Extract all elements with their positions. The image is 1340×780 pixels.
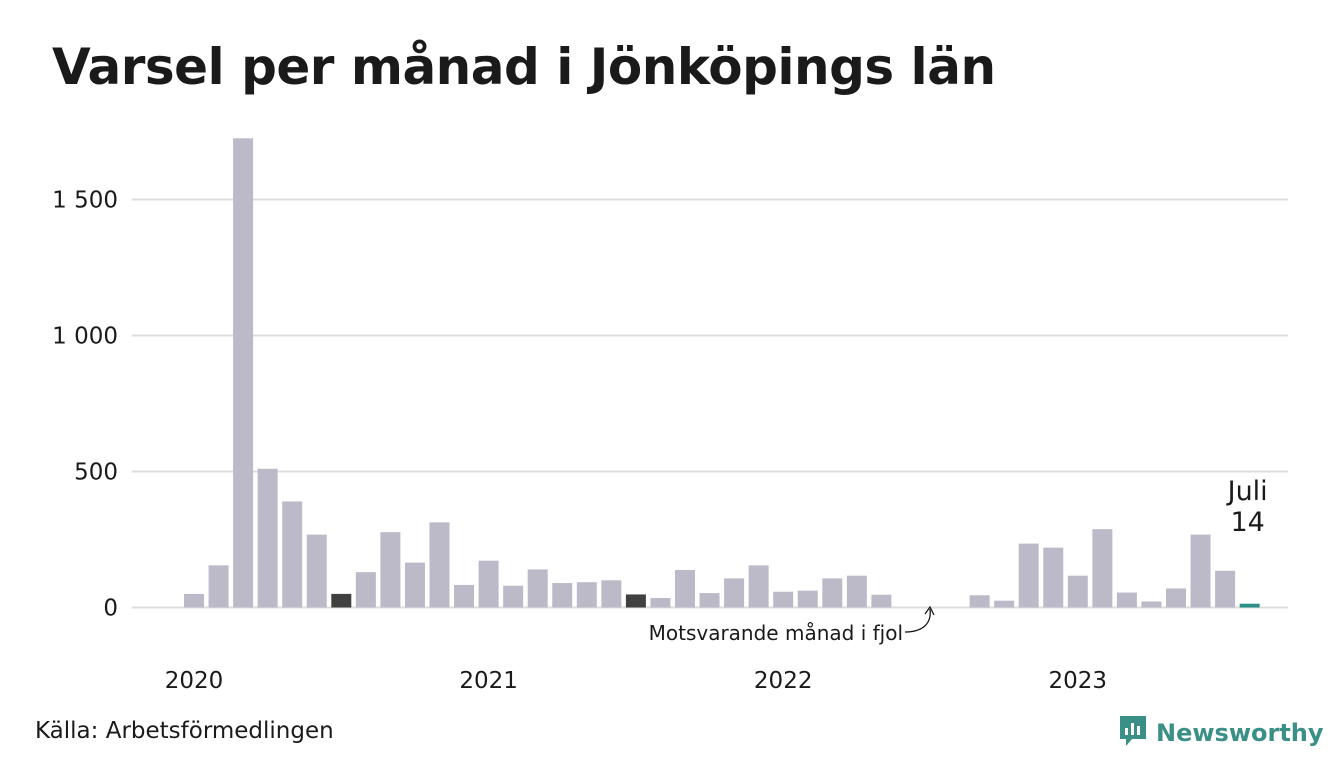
bar xyxy=(822,578,843,608)
bar xyxy=(1018,543,1039,608)
brand-logo[interactable]: Newsworthy xyxy=(1118,714,1324,752)
x-tick-label: 2022 xyxy=(754,668,813,694)
bar xyxy=(380,532,401,608)
bar xyxy=(1215,570,1236,608)
bar xyxy=(208,565,229,608)
bar xyxy=(576,582,597,608)
bar xyxy=(994,600,1015,608)
x-tick-label: 2021 xyxy=(459,668,518,694)
bar-current-month xyxy=(1239,603,1260,608)
current-month-value: 14 xyxy=(1230,507,1264,538)
bar xyxy=(675,569,695,608)
bar xyxy=(1141,601,1162,608)
bar xyxy=(282,501,303,608)
bar xyxy=(233,138,254,608)
bar xyxy=(1043,547,1064,608)
bar xyxy=(478,560,499,608)
bar xyxy=(552,583,573,608)
bar xyxy=(699,593,720,608)
bar xyxy=(503,585,524,608)
bar xyxy=(1190,534,1211,608)
bar xyxy=(748,565,769,608)
bar xyxy=(1116,592,1137,608)
gridlines xyxy=(132,198,1288,609)
y-tick-label: 1 500 xyxy=(52,188,118,214)
chart-title: Varsel per månad i Jönköpings län xyxy=(52,38,996,96)
bar-same-month-last-year xyxy=(331,593,352,608)
brand-name: Newsworthy xyxy=(1156,719,1324,747)
bar xyxy=(1092,529,1113,608)
bar xyxy=(773,591,794,608)
bar xyxy=(1166,588,1186,608)
y-tick-label: 500 xyxy=(74,460,118,486)
source-label: Källa: Arbetsförmedlingen xyxy=(35,718,334,744)
bar xyxy=(1067,575,1088,608)
bar xyxy=(969,595,990,608)
bar xyxy=(527,569,548,608)
current-month-label: Juli xyxy=(1226,476,1268,507)
bar xyxy=(404,562,425,608)
x-tick-label: 2023 xyxy=(1049,668,1108,694)
bar xyxy=(797,590,818,608)
bar xyxy=(184,593,204,608)
axis-labels: 0 500 1 000 1 500 2020 2021 2022 2023 xyxy=(52,188,1107,695)
bar xyxy=(306,534,327,608)
bar xyxy=(871,594,892,608)
bar xyxy=(454,584,475,608)
bars xyxy=(184,138,1260,608)
bar xyxy=(355,572,376,608)
bar xyxy=(429,522,450,608)
bar xyxy=(650,597,671,608)
annotation-arrowhead xyxy=(924,605,935,616)
bar xyxy=(846,575,867,608)
bar xyxy=(601,580,622,608)
y-tick-label: 0 xyxy=(103,596,118,622)
last-year-note: Motsvarande månad i fjol xyxy=(649,621,903,645)
annotation-arrow xyxy=(904,608,931,633)
newsworthy-logo-icon xyxy=(1118,714,1148,752)
y-tick-label: 1 000 xyxy=(52,324,118,350)
bar xyxy=(724,578,745,608)
x-tick-label: 2020 xyxy=(165,668,224,694)
bar-same-month-last-year xyxy=(625,594,646,608)
bar xyxy=(257,468,278,608)
